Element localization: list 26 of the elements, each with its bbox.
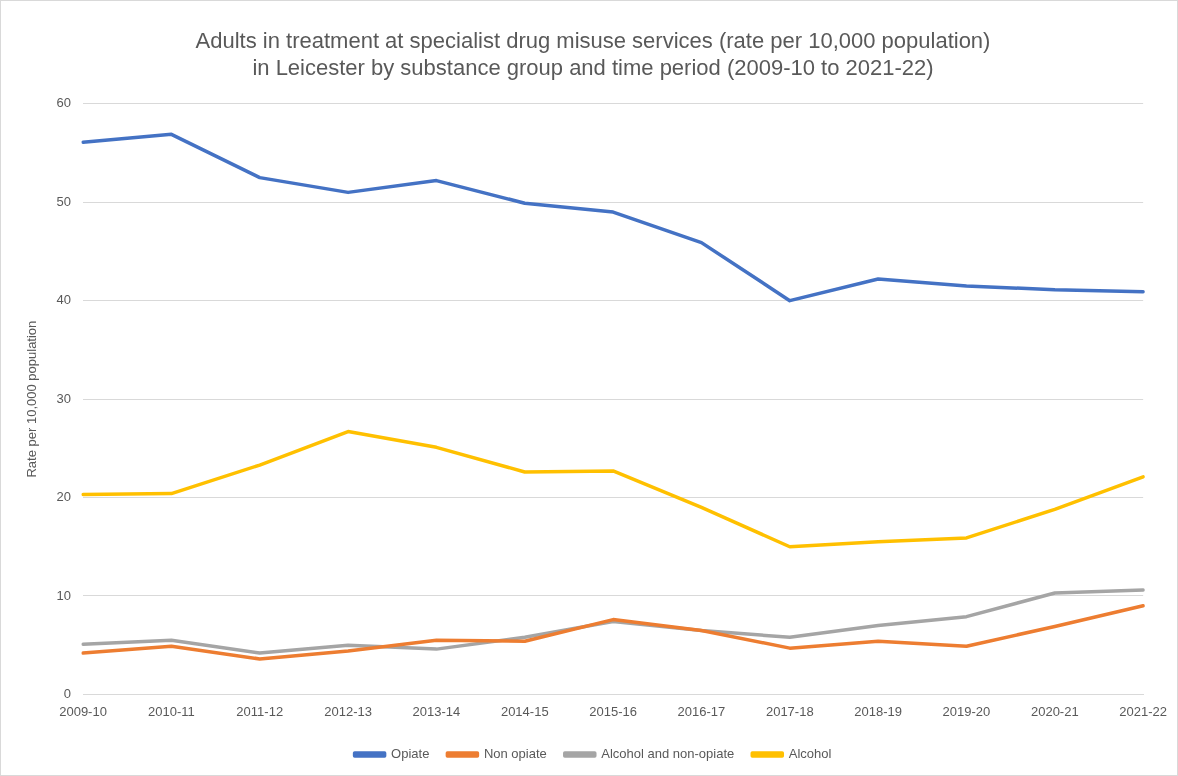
legend-label: Alcohol and non-opiate [601,746,735,762]
y-tick-label: 50 [56,193,72,209]
y-tick-label: 0 [63,685,72,701]
x-tick-label: 2014-15 [500,703,549,719]
x-tick-label: 2010-11 [148,703,195,719]
y-axis-title: Rate per 10,000 population [24,320,40,478]
y-tick-label: 10 [56,587,72,603]
chart-title: Adults in treatment at specialist drug misuse services (rate per 10,000 population) in Leicester by substance group and time period (2009-10 to 2021-22) [195,28,991,80]
y-tick-label: 60 [56,95,72,111]
legend-label: Non opiate [483,746,547,762]
x-tick-label: 2011-12 [236,703,284,719]
x-tick-label: 2013-14 [412,703,461,719]
legend-label: Opiate [391,746,430,762]
legend-label: Alcohol [788,746,832,762]
x-tick-label: 2016-17 [677,703,726,719]
y-tick-label: 30 [56,390,72,406]
x-tick-label: 2019-20 [942,703,991,719]
y-tick-label: 20 [56,489,72,505]
x-tick-label: 2020-21 [1030,703,1079,719]
x-tick-label: 2012-13 [324,703,372,719]
x-tick-label: 2021-22 [1119,703,1167,719]
x-tick-label: 2015-16 [589,703,637,719]
x-tick-label: 2017-18 [765,703,814,719]
y-tick-label: 40 [56,292,72,308]
x-tick-label: 2018-19 [854,703,902,719]
x-tick-label: 2009-10 [59,703,107,719]
